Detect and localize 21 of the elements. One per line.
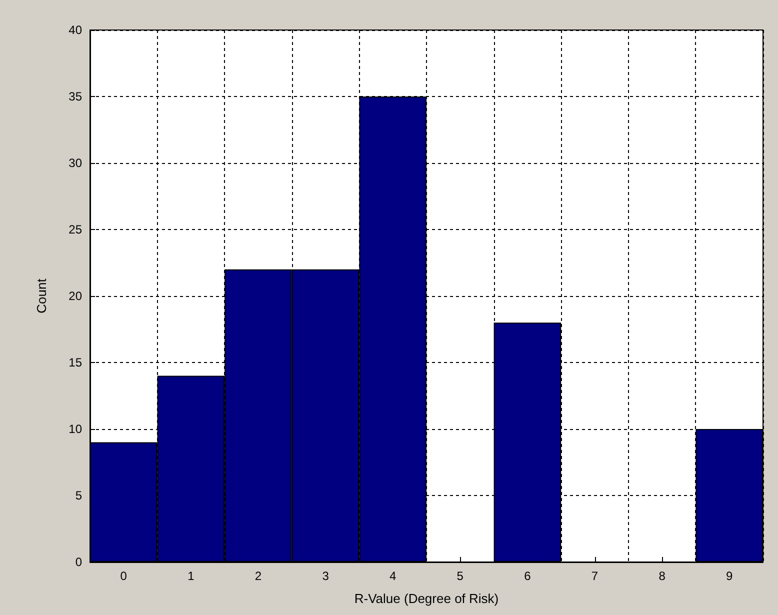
y-tick-label: 25 [68,222,82,236]
x-tick-label: 1 [188,569,195,583]
x-tick-label: 6 [524,569,532,583]
y-tick-label: 5 [75,488,82,502]
x-axis-title: R-Value (Degree of Risk) [354,591,499,606]
y-tick-label: 10 [68,422,82,436]
x-tick-label: 2 [254,569,262,583]
y-tick-label: 35 [68,90,82,104]
y-axis-title: Count [34,278,49,314]
y-tick-label: 30 [68,156,82,170]
y-tick-label: 0 [75,555,82,569]
y-tick-label: 20 [68,289,82,303]
x-tick-label: 0 [120,569,128,583]
x-tick-label: 3 [322,569,330,583]
x-tick-label: 5 [456,569,464,583]
x-tick-label: 8 [658,569,666,583]
y-tick-label: 15 [68,356,82,370]
x-tick-label: 4 [390,569,397,583]
y-tick-label: 40 [68,23,82,37]
x-tick-label: 9 [726,569,734,583]
x-tick-label: 7 [591,569,598,583]
